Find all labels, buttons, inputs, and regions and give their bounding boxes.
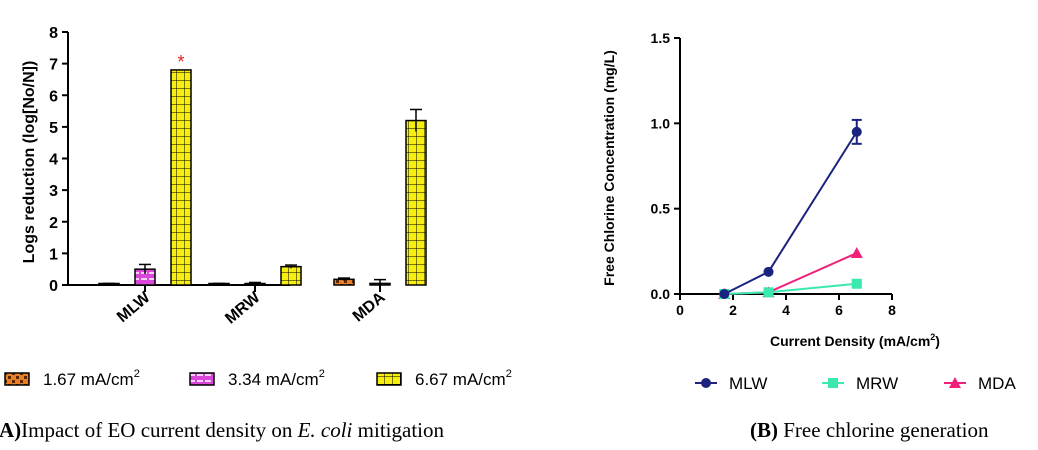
bar — [405, 119, 427, 286]
y-tick-label: 7 — [49, 57, 58, 74]
x-tick-label: 4 — [782, 302, 790, 318]
x-tick-label: 0 — [676, 302, 684, 318]
significance-mark: * — [177, 52, 184, 72]
x-tick-label: 6 — [835, 302, 843, 318]
legend-label: MLW — [729, 374, 767, 393]
x-tick-label: MLW — [114, 288, 154, 326]
data-point — [701, 378, 711, 388]
data-point — [763, 287, 774, 298]
y-tick-label: 5 — [49, 120, 58, 137]
x-tick-label: 2 — [729, 302, 737, 318]
y-tick-label: 0 — [49, 278, 58, 295]
legend-entry: 6.67 mA/cm2 — [415, 368, 512, 389]
bar — [170, 69, 192, 286]
data-point — [763, 266, 774, 277]
y-axis: 0.0 0.5 1.0 1.5 — [651, 30, 681, 302]
legend-label-sup: 2 — [319, 368, 325, 380]
x-axis-label: Current Density (mA/cm2) — [770, 332, 940, 349]
line-chart-panel: 0.0 0.5 1.0 1.5 0 2 4 6 8 Free Chlorine Concent… — [601, 30, 1016, 393]
series-line — [724, 282, 857, 295]
legend-label: MRW — [856, 374, 898, 393]
y-tick-label: 6 — [49, 88, 58, 105]
bar — [280, 265, 302, 286]
y-tick-label: 3 — [49, 183, 58, 200]
bar-series: * — [98, 52, 427, 286]
data-point — [719, 289, 730, 299]
x-tick-label: MRW — [222, 288, 264, 327]
legend-label: MDA — [978, 374, 1016, 393]
y-tick-label: 8 — [49, 25, 58, 42]
legend-entry: 1.67 mA/cm2 — [43, 368, 140, 389]
y-axis: 0 1 2 3 4 5 6 7 8 — [49, 25, 69, 295]
bar-chart-panel: 0 1 2 3 4 5 6 7 8 MLW MRW MDA * Logs reduction (lo… — [4, 25, 512, 389]
legend: MLW MRW MDA — [695, 374, 1016, 393]
data-point — [850, 247, 863, 259]
x-axis: 0 2 4 6 8 — [676, 293, 896, 318]
legend-label: 6.67 mA/cm — [415, 370, 506, 389]
line-series — [718, 118, 863, 299]
y-axis-label: Logs reduction (log[No/N]) — [21, 61, 38, 264]
legend-entry: 3.34 mA/cm2 — [228, 368, 325, 389]
data-point — [949, 377, 961, 388]
caption-b: (B) Free chlorine generation — [750, 418, 989, 442]
legend-swatch — [4, 372, 30, 386]
y-tick-label: 1.0 — [651, 115, 671, 131]
data-point — [828, 378, 838, 388]
legend-swatch — [189, 372, 215, 386]
legend-label-sup: 2 — [506, 368, 512, 380]
legend-swatch — [376, 372, 402, 386]
x-tick-label: MDA — [350, 289, 389, 326]
y-tick-label: 4 — [49, 152, 58, 169]
series-line — [724, 252, 858, 295]
legend-label: 1.67 mA/cm — [43, 370, 134, 389]
data-point — [851, 126, 862, 137]
legend-label-sup: 2 — [134, 368, 140, 380]
y-tick-label: 1 — [49, 246, 58, 263]
y-tick-label: 0.0 — [651, 286, 671, 302]
y-tick-label: 2 — [49, 215, 58, 232]
series-line — [723, 131, 858, 295]
y-axis-label: Free Chlorine Concentration (mg/L) — [601, 50, 617, 286]
x-axis: MLW MRW MDA — [68, 284, 389, 328]
data-point — [851, 278, 862, 289]
caption-a: (A)Impact of EO current density on E. co… — [0, 418, 444, 442]
y-tick-label: 0.5 — [651, 201, 671, 217]
y-tick-label: 1.5 — [651, 30, 671, 46]
x-tick-label: 8 — [888, 302, 896, 318]
legend: 1.67 mA/cm2 3.34 mA/cm2 6.67 mA/cm2 — [4, 368, 512, 389]
legend-label: 3.34 mA/cm — [228, 370, 319, 389]
